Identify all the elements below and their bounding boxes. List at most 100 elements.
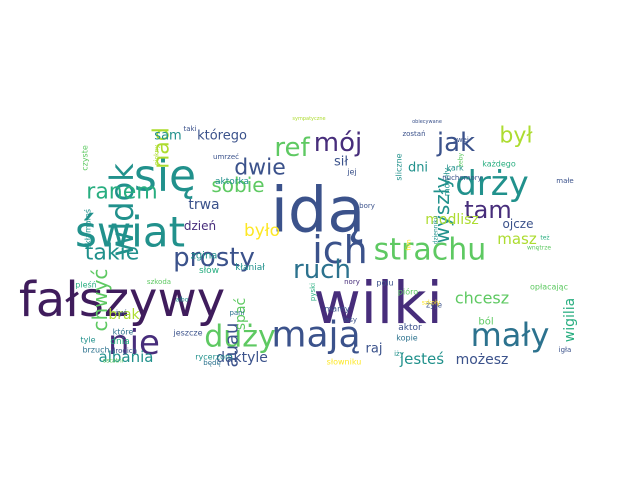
word-cloud-word: prosty [173,243,255,273]
word-cloud-word: mają [271,315,360,356]
word-cloud-word: widok [103,163,141,257]
word-cloud-word: chwyć [88,269,112,332]
word-cloud-word: duży [204,320,276,355]
word-cloud-word: był [499,124,533,149]
word-cloud-word: dzienniku [433,215,440,244]
word-cloud-word: ich [312,228,368,272]
word-cloud-word: sam [154,129,181,144]
word-cloud-word: kark [446,164,464,173]
word-cloud-word: pyski [309,283,317,301]
word-cloud-word: chcesz [455,289,509,308]
word-cloud-word: możesz [456,352,509,368]
word-cloud-word: film [406,239,413,250]
word-cloud-word: drogich [111,347,137,355]
word-cloud-word: wyszły [430,177,454,244]
word-cloud-word: szkoły [422,300,441,307]
word-cloud-word: dni [408,161,428,176]
word-cloud-word: jesteś [399,350,444,368]
word-cloud-word: ruch [293,255,351,285]
word-cloud-word: obiecywane [412,119,442,125]
word-cloud-word: ranem [86,180,157,205]
word-cloud-word: iży [394,350,404,358]
word-cloud-word: się [134,151,196,202]
word-cloud-word: albo [176,297,189,304]
word-cloud-word: szkoda [147,278,171,286]
word-cloud-word: brzuch [82,346,109,355]
word-cloud-word: każdego [482,160,516,169]
word-cloud-word: ojcze [503,217,534,231]
word-cloud-word: żyje [426,301,442,310]
word-cloud-word: było [244,221,280,241]
word-cloud-word: aktor [398,323,422,333]
word-cloud-word: którego [197,129,247,144]
word-cloud-word: lasy [343,316,357,324]
word-cloud-word: skłamałeś [83,209,93,249]
word-cloud-word: modlisz [425,212,479,228]
word-cloud-word: idą [271,174,366,247]
word-cloud-word: zostań [402,130,425,138]
word-cloud-word: dwie [234,156,286,181]
word-cloud-word: nuchomory [442,174,482,182]
word-cloud-word: albania [99,348,154,366]
word-cloud-word: żyć [115,309,127,317]
word-cloud-word: które [113,327,134,337]
word-cloud-word: igła [559,346,572,354]
word-cloud-word: mamy [324,305,349,314]
word-cloud-word: dzień [184,219,216,233]
word-cloud-word: polu [376,279,393,288]
word-cloud-word: piękny [154,145,161,165]
word-cloud-word: swej [453,136,469,144]
word-cloud-word: fałszywy [19,272,225,328]
word-cloud-word: ref [274,133,310,163]
word-cloud-word: taki [183,125,196,133]
word-cloud-word: auau [222,323,243,368]
word-cloud-word: mały [471,316,550,354]
word-cloud-word: mój [314,128,362,158]
word-cloud-word: strachu [374,233,487,268]
word-cloud-word: dnia [110,337,129,347]
word-cloud-word: będę [203,359,221,367]
word-cloud-word: wnętrze [527,245,551,252]
word-cloud-word: nie [108,323,160,363]
word-cloud-word: słowniku [327,358,362,367]
word-cloud-word: drży [455,164,529,204]
word-cloud-word: daktyle [216,350,268,366]
word-cloud-word: takie [85,241,140,266]
word-cloud-word: rycerzom [195,353,233,362]
word-cloud-word: sobie [211,173,264,197]
word-cloud-word: nad [150,127,175,168]
word-cloud-word: zgina [191,251,218,262]
word-cloud-word: świat [75,208,185,257]
word-cloud-word: trwa [188,197,219,213]
word-cloud-word: ostatni [103,358,124,365]
word-cloud-word: sympatyczne [292,116,325,122]
word-cloud-word: też [540,235,549,242]
word-cloud-word: jeszcze [172,329,202,338]
word-cloud-word: wilki [313,269,442,337]
word-cloud-word: ból [478,316,493,328]
word-cloud-word: jak [436,128,475,158]
word-cloud-word: kłaniał [235,263,265,273]
word-cloud-word: tam [464,196,512,224]
word-cloud-word: umrzeć [213,153,239,161]
word-cloud-word: wigilia [562,298,578,342]
word-cloud-word: aktorka [215,177,249,187]
word-cloud-word: sił [334,155,348,170]
word-cloud-word: tyle [80,336,95,345]
word-cloud-word: żeby [458,152,465,167]
word-cloud-word: jej [346,168,356,177]
word-cloud-word: pióro [398,287,418,297]
word-cloud-word: pani [229,309,244,317]
word-cloud-word: czyste [81,145,90,171]
word-cloud-word: małe [556,177,573,185]
word-cloud-word: spać [233,298,249,330]
word-cloud-word: sliczne [395,153,404,180]
word-cloud-word: bory [359,202,375,210]
word-cloud-word: raj [366,342,383,357]
word-cloud-word: pleśń [75,280,96,290]
word-cloud-word: słów [199,265,219,276]
word-cloud-word: nory [344,278,360,286]
word-cloud-word: brak [108,307,140,323]
